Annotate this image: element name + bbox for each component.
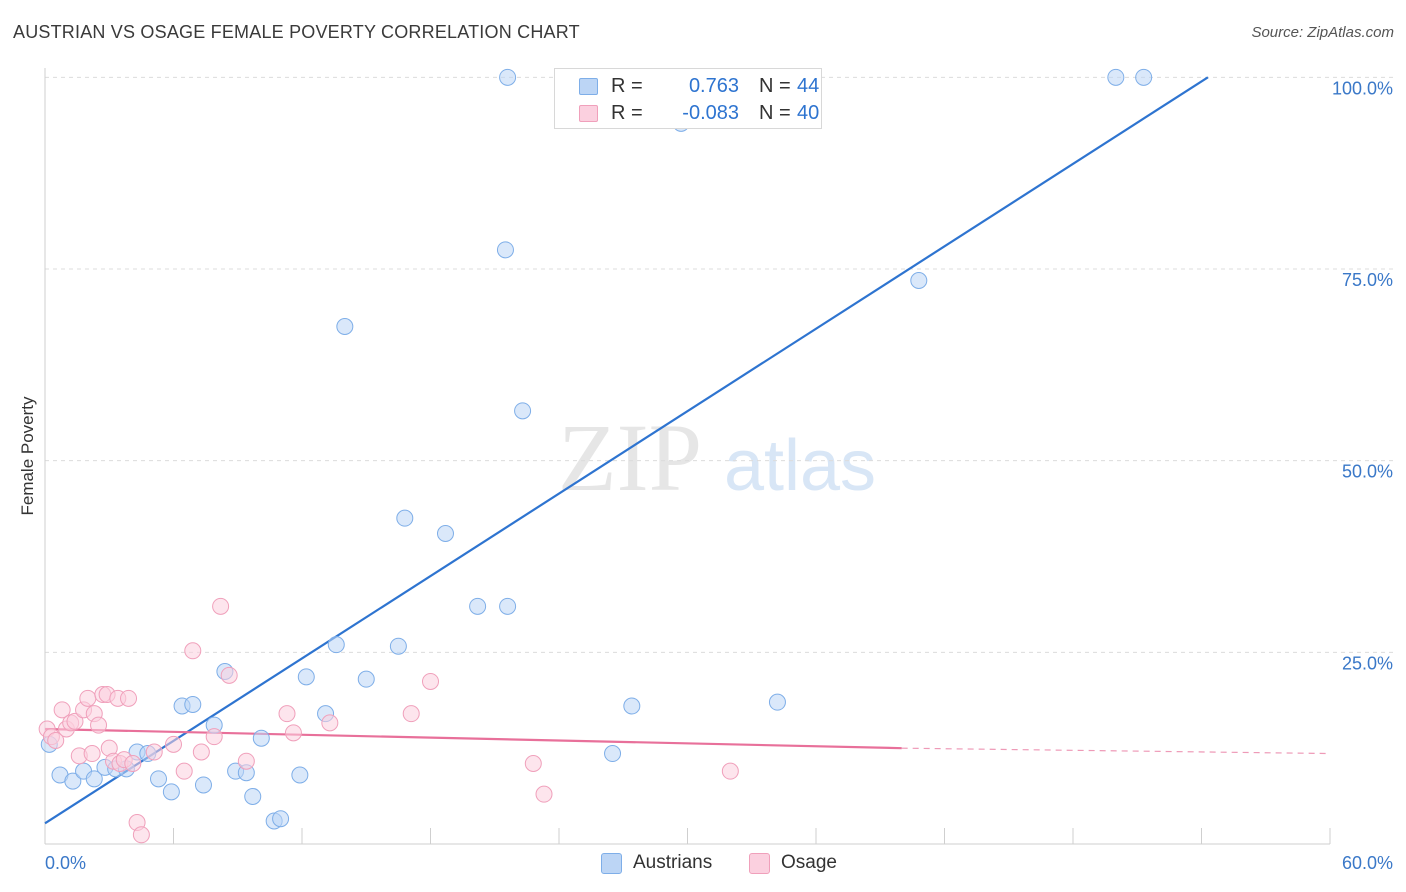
austrian-point (469, 597, 487, 615)
osage-point (132, 826, 150, 844)
x-tick-label: 0.0% (45, 853, 86, 873)
bottom-legend: Austrians Osage (0, 852, 1406, 878)
chart-title: AUSTRIAN VS OSAGE FEMALE POVERTY CORRELA… (13, 22, 580, 42)
legend-austrians-swatch (601, 853, 622, 874)
gridlines (45, 76, 1395, 653)
austrian-point (910, 272, 928, 289)
osage-point (79, 689, 97, 707)
austrian-point (291, 766, 309, 784)
legend-osage-label: Osage (781, 852, 837, 873)
austrian-point (336, 318, 354, 335)
osage-point (422, 672, 439, 690)
watermark: ZIP atlas (558, 404, 876, 511)
osage-point (83, 745, 101, 763)
austrian-point (297, 668, 315, 686)
osage-n-value: 40 (797, 102, 820, 124)
legend-osage-swatch (749, 853, 770, 874)
osage-n-label: N = (759, 102, 791, 124)
osage-point (284, 724, 302, 742)
austrian-point (64, 772, 82, 790)
austrian-point (623, 697, 641, 715)
osage-point (278, 705, 296, 723)
austrians-swatch (579, 78, 598, 95)
austrians-n-value: 44 (797, 75, 820, 97)
watermark-atlas: atlas (724, 426, 876, 506)
austrians-trend-line (44, 76, 1209, 825)
osage-point (402, 705, 420, 723)
osage-trend-line (44, 727, 902, 750)
osage-r-label: R = (611, 102, 643, 124)
tick-labels: 25.0% 50.0% 75.0% 100.0% 0.0% 60.0% (45, 78, 1393, 873)
austrian-point (604, 745, 622, 763)
austrian-point (1107, 68, 1125, 86)
austrian-point (1135, 68, 1153, 86)
osage-point (192, 743, 210, 761)
osage-point (220, 666, 238, 684)
watermark-zip: ZIP (558, 404, 702, 511)
austrian-point (436, 525, 454, 542)
austrian-point (150, 770, 168, 788)
austrian-point (496, 241, 514, 259)
osage-point (237, 752, 255, 770)
osage-swatch (579, 105, 598, 122)
austrian-point (85, 770, 103, 788)
austrian-point (768, 693, 786, 711)
osage-r-value: -0.083 (682, 102, 739, 124)
osage-point (53, 701, 71, 719)
osage-point (90, 716, 108, 734)
austrian-point (252, 729, 270, 747)
austrians-r-label: R = (611, 75, 643, 97)
austrian-point (244, 787, 262, 805)
osage-point (47, 732, 65, 749)
osage-point (535, 785, 553, 803)
stats-legend: R = 0.763 N = 44 R = -0.083 N = 40 (554, 68, 822, 129)
austrians-n-label: N = (759, 75, 791, 97)
osage-point (184, 642, 202, 660)
austrian-point (396, 509, 414, 527)
source-label: Source: ZipAtlas.com (1251, 24, 1394, 41)
legend-austrians-label: Austrians (633, 852, 713, 873)
osage-point (120, 689, 138, 707)
austrian-point (272, 810, 290, 828)
osage-point (124, 755, 142, 772)
austrian-point (162, 783, 180, 801)
osage-point (721, 762, 739, 780)
austrian-point (499, 597, 517, 615)
osage-trend-extension (901, 747, 1331, 755)
austrian-point (194, 776, 212, 794)
y-tick-label: 50.0% (1342, 462, 1393, 482)
osage-point (66, 712, 84, 730)
osage-point (212, 597, 230, 615)
osage-point (175, 762, 193, 780)
osage-point (205, 728, 223, 746)
osage-point (524, 755, 542, 772)
austrians-r-value: 0.763 (688, 75, 739, 97)
austrian-point (499, 68, 517, 86)
y-tick-label: 25.0% (1342, 653, 1393, 673)
austrian-point (184, 695, 202, 713)
trend-lines (44, 76, 1331, 825)
axes (44, 68, 1331, 845)
osage-point (321, 714, 339, 732)
austrian-point (357, 670, 375, 688)
osage-point (165, 735, 182, 753)
y-tick-label: 100.0% (1332, 78, 1393, 98)
y-tick-label: 75.0% (1342, 270, 1393, 290)
osage-point (145, 743, 163, 761)
austrian-point (327, 636, 345, 654)
austrian-point (514, 402, 532, 420)
austrian-point (389, 637, 407, 655)
x-tick-label: 60.0% (1342, 853, 1393, 873)
